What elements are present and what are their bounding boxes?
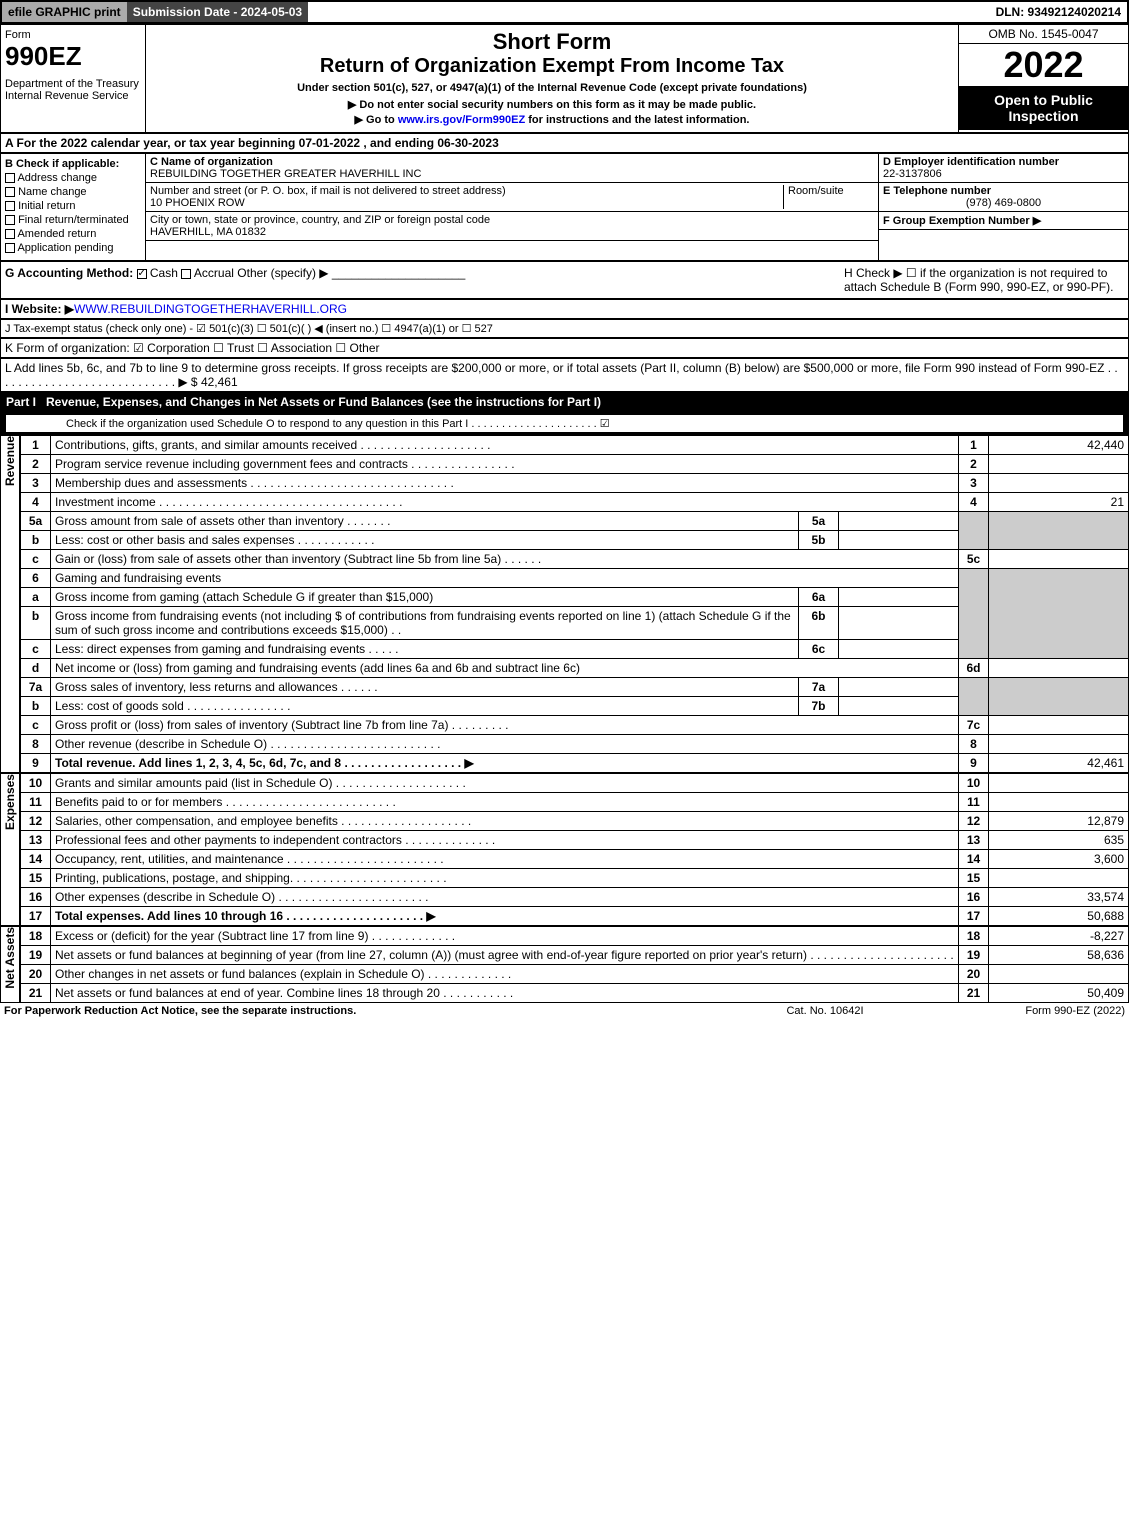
chk-name[interactable]: Name change	[5, 186, 141, 198]
gross-receipts: 42,461	[201, 375, 238, 389]
footer: For Paperwork Reduction Act Notice, see …	[0, 1003, 1129, 1019]
tax-year: 2022	[959, 44, 1128, 86]
col-b: B Check if applicable: Address change Na…	[1, 154, 146, 260]
chk-pending[interactable]: Application pending	[5, 242, 141, 254]
chk-amended[interactable]: Amended return	[5, 228, 141, 240]
revenue-section: Revenue 1Contributions, gifts, grants, a…	[0, 435, 1129, 773]
inst-1: ▶ Do not enter social security numbers o…	[150, 98, 954, 111]
paperwork-notice: For Paperwork Reduction Act Notice, see …	[4, 1005, 725, 1017]
org-addr: 10 PHOENIX ROW	[150, 197, 245, 209]
row-k: K Form of organization: ☑ Corporation ☐ …	[0, 338, 1129, 358]
title: Return of Organization Exempt From Incom…	[150, 55, 954, 78]
part-num: Part I	[6, 395, 36, 409]
g-accounting: G Accounting Method: Cash Accrual Other …	[5, 266, 844, 294]
form-header: Form 990EZ Department of the Treasury In…	[0, 24, 1129, 133]
tel-lbl: E Telephone number	[883, 185, 991, 197]
grp-lbl: F Group Exemption Number ▶	[883, 215, 1041, 227]
row-l: L Add lines 5b, 6c, and 7b to line 9 to …	[0, 358, 1129, 392]
efile-label: efile GRAPHIC print	[2, 2, 127, 22]
chk-final[interactable]: Final return/terminated	[5, 214, 141, 226]
col-d: D Employer identification number22-31378…	[878, 154, 1128, 260]
part-1-header: Part I Revenue, Expenses, and Changes in…	[0, 392, 1129, 412]
tel: (978) 469-0800	[883, 197, 1124, 209]
dln: DLN: 93492124020214	[990, 2, 1127, 22]
subtitle: Under section 501(c), 527, or 4947(a)(1)…	[150, 82, 954, 94]
revenue-table: 1Contributions, gifts, grants, and simil…	[20, 435, 1129, 773]
side-revenue: Revenue	[3, 436, 17, 486]
short-form: Short Form	[150, 29, 954, 55]
row-a: A For the 2022 calendar year, or tax yea…	[0, 133, 1129, 153]
expenses-table: 10Grants and similar amounts paid (list …	[20, 773, 1129, 926]
org-city: HAVERHILL, MA 01832	[150, 226, 266, 238]
submission-date: Submission Date - 2024-05-03	[127, 2, 308, 22]
schedule-o-check: Check if the organization used Schedule …	[0, 412, 1129, 435]
chk-initial[interactable]: Initial return	[5, 200, 141, 212]
open-inspection: Open to Public Inspection	[959, 86, 1128, 130]
website-link[interactable]: WWW.REBUILDINGTOGETHERHAVERHILL.ORG	[74, 302, 347, 316]
netassets-table: 18Excess or (deficit) for the year (Subt…	[20, 926, 1129, 1003]
org-name: REBUILDING TOGETHER GREATER HAVERHILL IN…	[150, 168, 421, 180]
omb: OMB No. 1545-0047	[959, 25, 1128, 44]
netassets-section: Net Assets 18Excess or (deficit) for the…	[0, 926, 1129, 1003]
col-c: C Name of organizationREBUILDING TOGETHE…	[146, 154, 878, 260]
dept: Department of the Treasury Internal Reve…	[5, 78, 141, 102]
b-header: B Check if applicable:	[5, 158, 141, 170]
form-ref: Form 990-EZ (2022)	[925, 1005, 1125, 1017]
form-number: 990EZ	[5, 41, 141, 72]
row-i: I Website: ▶WWW.REBUILDINGTOGETHERHAVERH…	[0, 299, 1129, 319]
block-b-f: B Check if applicable: Address change Na…	[0, 153, 1129, 261]
part-title: Revenue, Expenses, and Changes in Net As…	[46, 395, 1123, 409]
chk-address[interactable]: Address change	[5, 172, 141, 184]
block-g-h: G Accounting Method: Cash Accrual Other …	[0, 261, 1129, 299]
c-name-lbl: C Name of organization	[150, 156, 273, 168]
row-j: J Tax-exempt status (check only one) - ☑…	[0, 319, 1129, 338]
irs-link[interactable]: www.irs.gov/Form990EZ	[398, 114, 525, 126]
expenses-section: Expenses 10Grants and similar amounts pa…	[0, 773, 1129, 926]
inst-2: ▶ Go to www.irs.gov/Form990EZ for instru…	[150, 113, 954, 126]
ein: 22-3137806	[883, 168, 942, 180]
h-schedule-b: H Check ▶ ☐ if the organization is not r…	[844, 266, 1124, 294]
ein-lbl: D Employer identification number	[883, 156, 1059, 168]
top-bar: efile GRAPHIC print Submission Date - 20…	[0, 0, 1129, 24]
form-word: Form	[5, 29, 141, 41]
room-lbl: Room/suite	[784, 185, 874, 209]
side-netassets: Net Assets	[3, 927, 17, 989]
cat-no: Cat. No. 10642I	[725, 1005, 925, 1017]
c-city-lbl: City or town, state or province, country…	[150, 214, 490, 226]
c-addr-lbl: Number and street (or P. O. box, if mail…	[150, 185, 506, 197]
side-expenses: Expenses	[3, 774, 17, 830]
